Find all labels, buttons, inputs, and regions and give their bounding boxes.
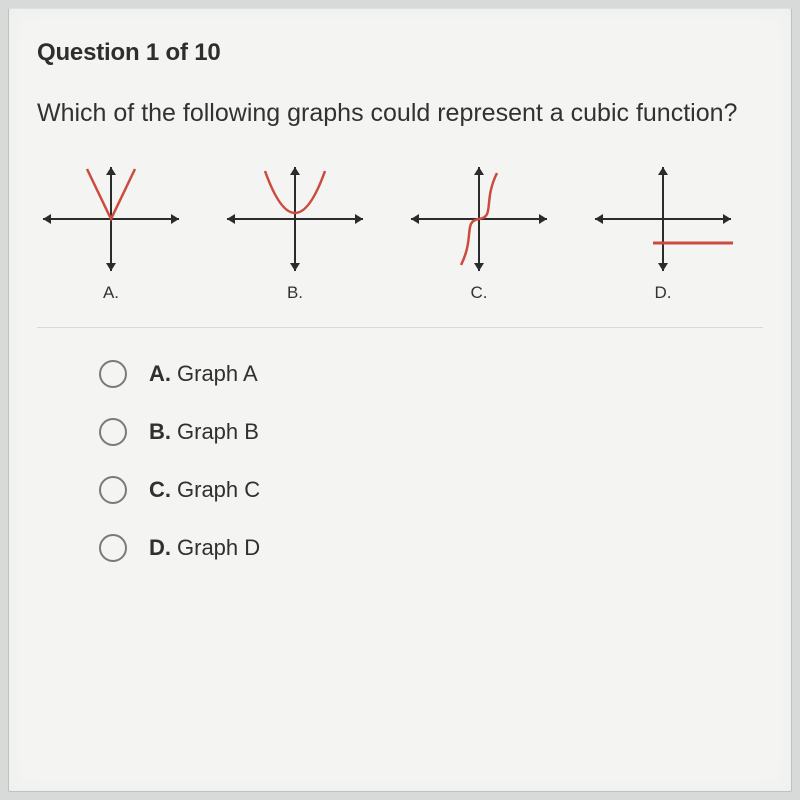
graph-d: D. xyxy=(583,159,743,303)
option-d[interactable]: D.Graph D xyxy=(99,534,763,562)
option-c[interactable]: C.Graph C xyxy=(99,476,763,504)
option-a-text: A.Graph A xyxy=(149,361,258,387)
option-a[interactable]: A.Graph A xyxy=(99,360,763,388)
radio-a[interactable] xyxy=(99,360,127,388)
option-b-label: Graph B xyxy=(177,419,259,444)
graph-a-svg xyxy=(31,159,191,289)
graphs-row: A. B. xyxy=(31,159,763,303)
radio-c[interactable] xyxy=(99,476,127,504)
graph-b: B. xyxy=(215,159,375,303)
option-a-label: Graph A xyxy=(177,361,258,386)
option-b-text: B.Graph B xyxy=(149,419,259,445)
graph-c-svg xyxy=(399,159,559,289)
question-panel: Question 1 of 10 Which of the following … xyxy=(8,8,792,792)
option-b[interactable]: B.Graph B xyxy=(99,418,763,446)
option-c-label: Graph C xyxy=(177,477,260,502)
option-c-letter: C. xyxy=(149,477,171,502)
answer-options: A.Graph A B.Graph B C.Graph C D.Graph D xyxy=(37,360,763,562)
graph-a: A. xyxy=(31,159,191,303)
graph-b-label: B. xyxy=(287,283,303,303)
divider xyxy=(37,327,763,328)
graph-c: C. xyxy=(399,159,559,303)
radio-d[interactable] xyxy=(99,534,127,562)
option-d-text: D.Graph D xyxy=(149,535,260,561)
question-header: Question 1 of 10 xyxy=(37,39,763,67)
question-prompt: Which of the following graphs could repr… xyxy=(37,95,763,133)
option-c-text: C.Graph C xyxy=(149,477,260,503)
graph-c-label: C. xyxy=(471,283,488,303)
option-b-letter: B. xyxy=(149,419,171,444)
graph-a-label: A. xyxy=(103,283,119,303)
graph-d-svg xyxy=(583,159,743,289)
option-d-letter: D. xyxy=(149,535,171,560)
radio-b[interactable] xyxy=(99,418,127,446)
graph-d-label: D. xyxy=(655,283,672,303)
option-d-label: Graph D xyxy=(177,535,260,560)
graph-b-svg xyxy=(215,159,375,289)
option-a-letter: A. xyxy=(149,361,171,386)
